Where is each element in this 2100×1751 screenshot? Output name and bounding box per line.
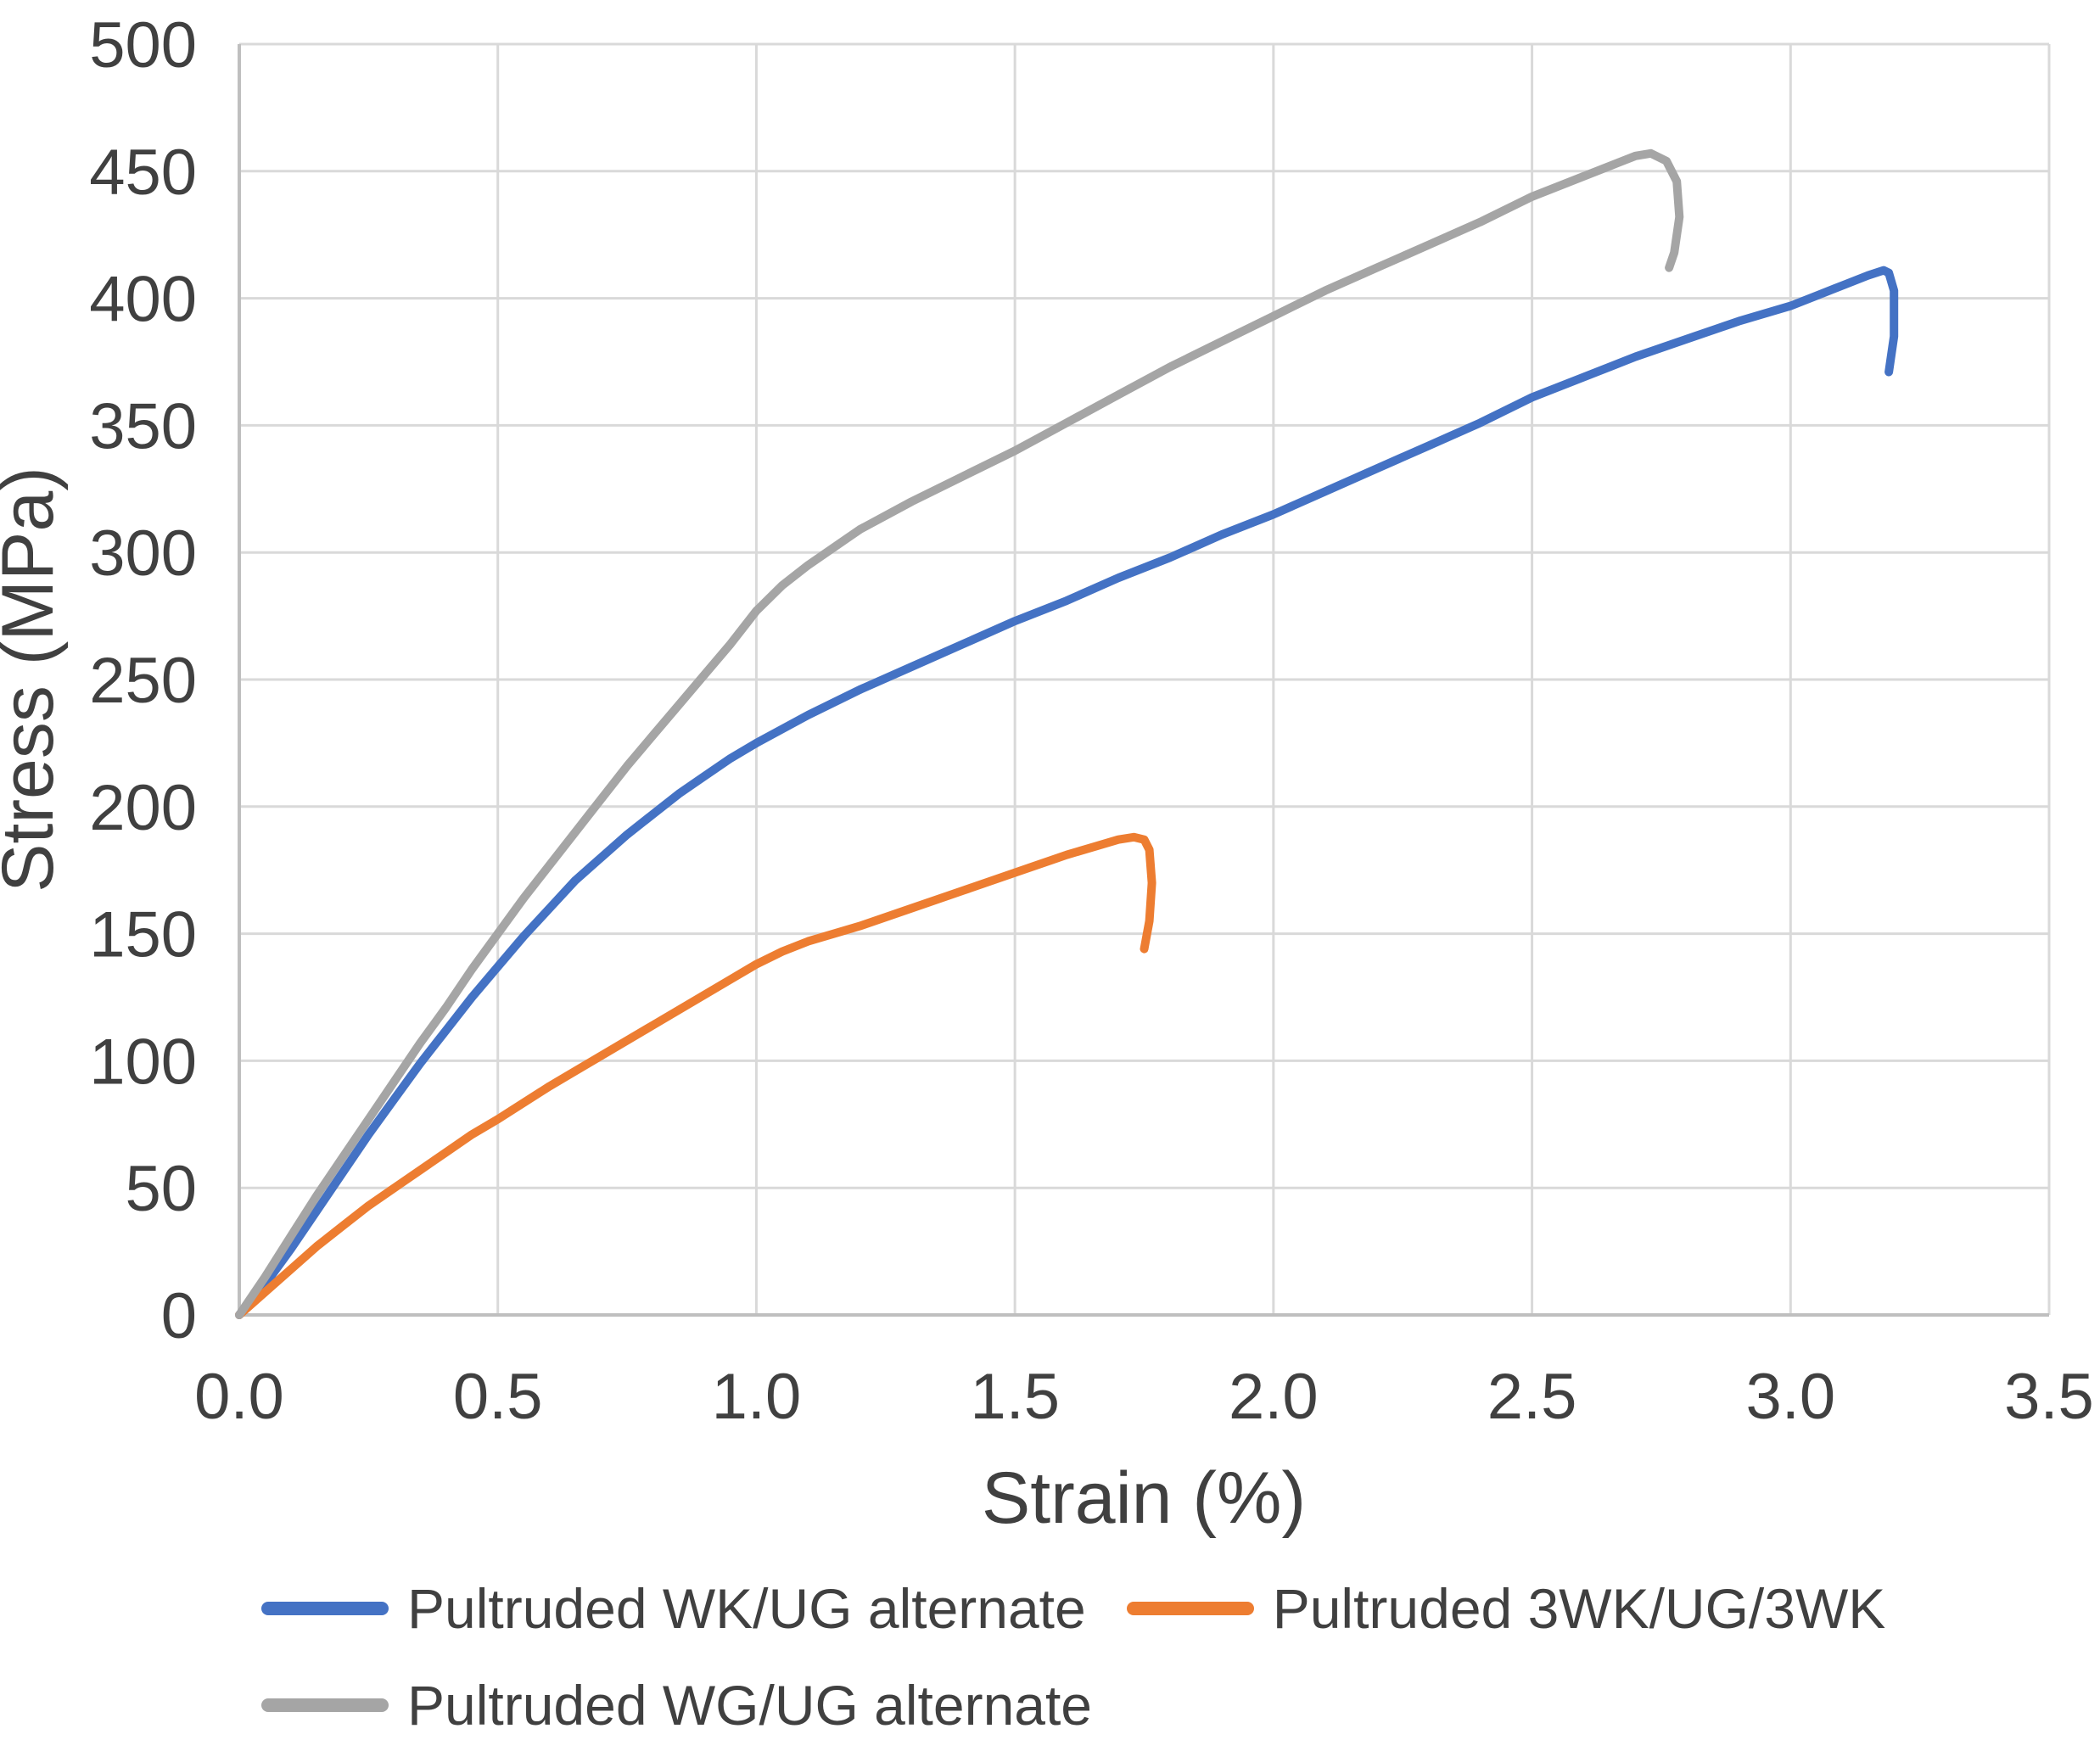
legend-row: Pultruded WG/UG alternate xyxy=(261,1673,1885,1737)
series-lines xyxy=(235,148,1899,1319)
legend-label-0: Pultruded WK/UG alternate xyxy=(407,1577,1086,1640)
y-tick-label: 150 xyxy=(89,899,197,971)
legend-item-2: Pultruded WG/UG alternate xyxy=(261,1673,1092,1737)
y-tick-label: 500 xyxy=(89,9,197,81)
legend-label-2: Pultruded WG/UG alternate xyxy=(407,1674,1093,1737)
y-axis-title: Stress (MPa) xyxy=(0,467,69,892)
y-tick-label: 50 xyxy=(125,1153,197,1225)
legend-item-0: Pultruded WK/UG alternate xyxy=(261,1576,1086,1641)
axes xyxy=(238,44,2049,1317)
x-tick-label: 0.0 xyxy=(194,1361,284,1433)
x-tick-label: 2.0 xyxy=(1229,1361,1319,1433)
series-line-1 xyxy=(235,832,1156,1319)
tick-labels: 0 50 100 150 200 250 300 350 400 450 500 0.0 0.5 1.0 1… xyxy=(89,9,2094,1433)
x-tick-label: 3.0 xyxy=(1745,1361,1835,1433)
legend-swatch-2 xyxy=(261,1698,389,1712)
y-tick-label: 250 xyxy=(89,645,197,717)
y-tick-label: 100 xyxy=(89,1026,197,1098)
legend-label-1: Pultruded 3WK/UG/3WK xyxy=(1272,1577,1886,1640)
y-tick-label: 0 xyxy=(161,1280,197,1352)
y-tick-label: 400 xyxy=(89,264,197,336)
x-tick-label: 1.5 xyxy=(970,1361,1060,1433)
legend-swatch-1 xyxy=(1126,1602,1254,1615)
y-tick-label: 450 xyxy=(89,137,197,209)
x-tick-label: 2.5 xyxy=(1487,1361,1577,1433)
legend-row: Pultruded WK/UG alternate Pultruded 3WK/U… xyxy=(261,1576,1885,1641)
legend: Pultruded WK/UG alternate Pultruded 3WK/U… xyxy=(261,1576,1885,1737)
x-axis-title: Strain (%) xyxy=(982,1457,1306,1539)
series-line-0 xyxy=(235,266,1899,1319)
x-tick-label: 3.5 xyxy=(2004,1361,2094,1433)
y-tick-label: 300 xyxy=(89,517,197,590)
legend-item-1: Pultruded 3WK/UG/3WK xyxy=(1126,1576,1886,1641)
x-tick-label: 1.0 xyxy=(712,1361,802,1433)
gridlines xyxy=(239,42,2051,1315)
x-tick-label: 0.5 xyxy=(453,1361,543,1433)
y-tick-label: 200 xyxy=(89,772,197,844)
series-line-2 xyxy=(235,148,1684,1319)
y-tick-label: 350 xyxy=(89,390,197,462)
legend-swatch-0 xyxy=(261,1602,389,1615)
